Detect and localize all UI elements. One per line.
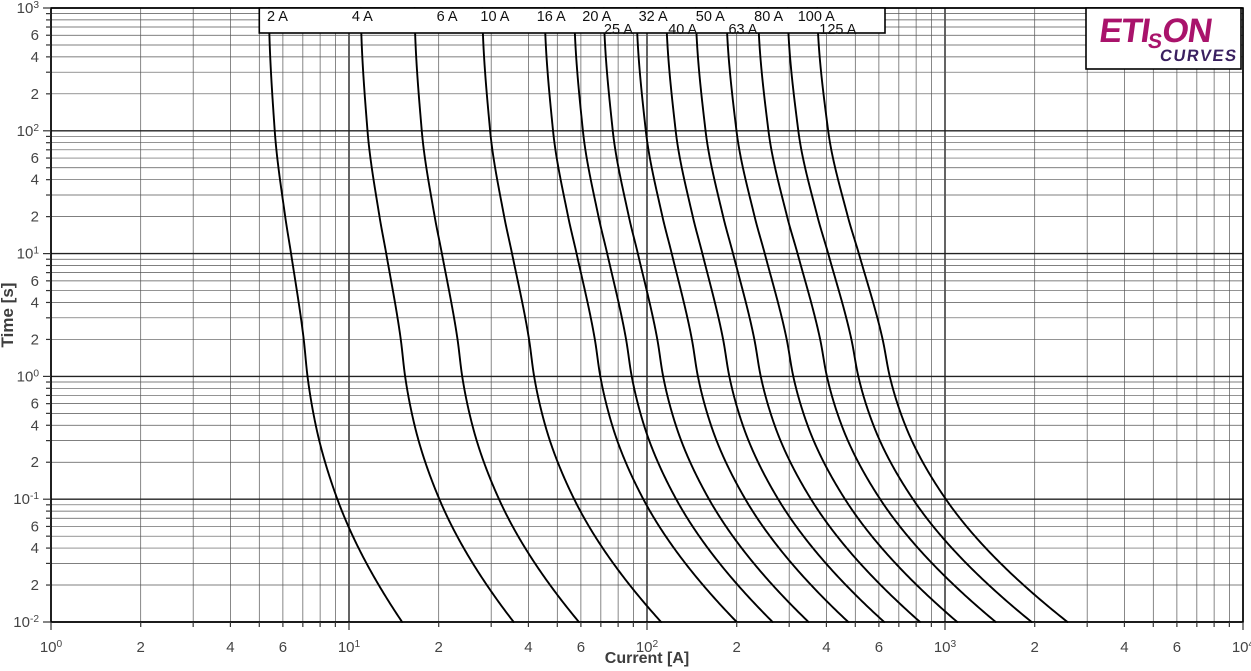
svg-text:4: 4 xyxy=(822,639,830,656)
svg-text:25 A: 25 A xyxy=(604,22,633,38)
svg-text:40 A: 40 A xyxy=(668,22,697,38)
svg-text:16 A: 16 A xyxy=(537,9,566,25)
svg-text:6: 6 xyxy=(279,639,287,656)
svg-text:6: 6 xyxy=(875,639,883,656)
svg-text:80 A: 80 A xyxy=(754,9,783,25)
svg-text:6: 6 xyxy=(1173,639,1181,656)
svg-text:50 A: 50 A xyxy=(696,9,725,25)
svg-text:2: 2 xyxy=(1031,639,1039,656)
svg-text:32 A: 32 A xyxy=(639,9,668,25)
svg-text:2: 2 xyxy=(31,331,39,348)
svg-text:6: 6 xyxy=(31,150,39,167)
svg-text:6 A: 6 A xyxy=(437,9,458,25)
svg-text:4: 4 xyxy=(524,639,532,656)
svg-text:2: 2 xyxy=(31,209,39,226)
svg-text:104: 104 xyxy=(1232,639,1251,657)
svg-text:2: 2 xyxy=(31,577,39,594)
svg-text:4: 4 xyxy=(31,49,39,66)
svg-text:4 A: 4 A xyxy=(352,9,373,25)
svg-text:2 A: 2 A xyxy=(267,9,288,25)
svg-text:4: 4 xyxy=(31,172,39,189)
svg-text:4: 4 xyxy=(31,417,39,434)
svg-text:Time [s]: Time [s] xyxy=(0,283,17,348)
svg-text:6: 6 xyxy=(31,27,39,44)
svg-text:2: 2 xyxy=(31,454,39,471)
svg-text:6: 6 xyxy=(31,396,39,413)
svg-text:2: 2 xyxy=(435,639,443,656)
svg-text:2: 2 xyxy=(31,86,39,103)
svg-text:6: 6 xyxy=(577,639,585,656)
svg-text:4: 4 xyxy=(31,294,39,311)
svg-text:6: 6 xyxy=(31,518,39,535)
svg-text:2: 2 xyxy=(733,639,741,656)
svg-text:CURVES: CURVES xyxy=(1159,46,1239,65)
svg-text:10 A: 10 A xyxy=(480,9,509,25)
svg-text:2: 2 xyxy=(137,639,145,656)
svg-text:4: 4 xyxy=(226,639,234,656)
svg-text:125 A: 125 A xyxy=(819,22,856,38)
svg-text:6: 6 xyxy=(31,273,39,290)
svg-text:Current [A]: Current [A] xyxy=(605,650,689,667)
svg-text:4: 4 xyxy=(31,540,39,557)
svg-text:4: 4 xyxy=(1120,639,1128,656)
